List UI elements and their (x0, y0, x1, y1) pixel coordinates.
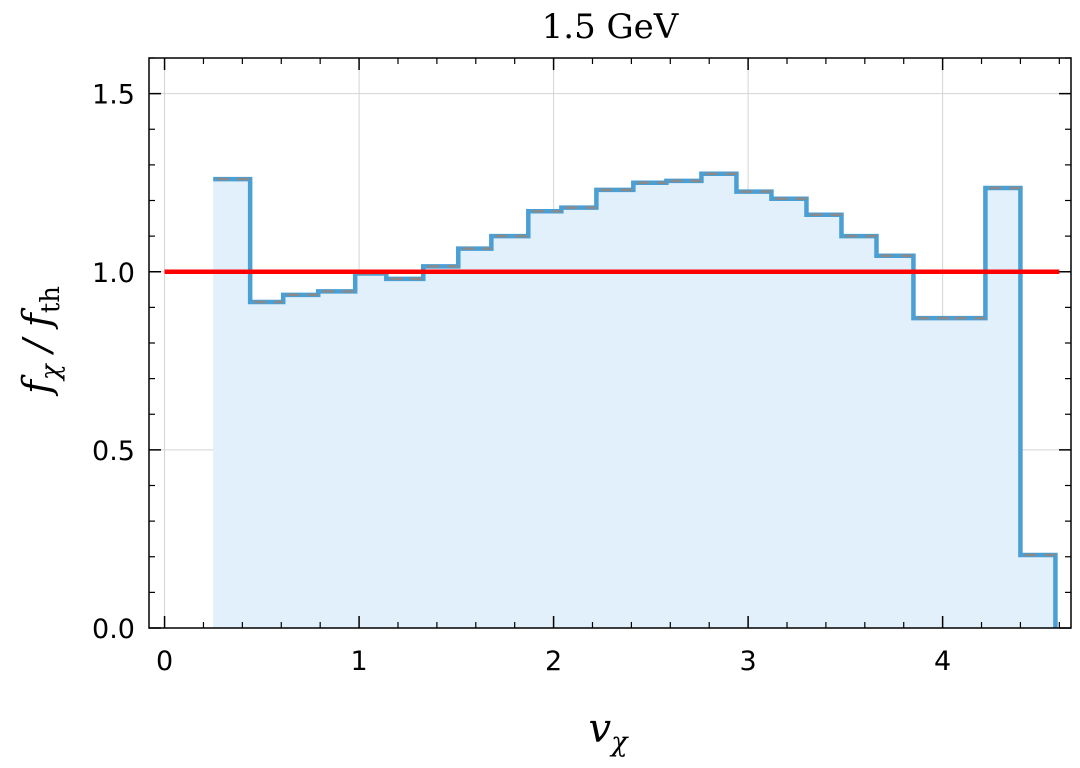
y-axis-label: fχ / fth (15, 286, 66, 397)
x-tick-label: 1 (350, 646, 367, 677)
y-tick-label: 1.0 (92, 258, 135, 289)
y-tick-label: 1.5 (92, 80, 135, 111)
x-tick-label: 0 (156, 646, 173, 677)
histogram-fill (213, 173, 1056, 628)
tick-labels: 0 1 2 3 4 0.0 0.5 1.0 1.5 (92, 80, 951, 677)
y-tick-label: 0.0 (92, 614, 135, 645)
histogram-step-line (213, 171, 1058, 628)
x-axis-label: vχ (589, 706, 630, 758)
x-tick-label: 2 (545, 646, 562, 677)
histogram-step-layer (213, 171, 1058, 628)
histogram-fill-layer (213, 173, 1056, 628)
svg-text:fχ / fth: fχ / fth (15, 286, 66, 397)
y-tick-label: 0.5 (92, 436, 135, 467)
x-tick-label: 3 (740, 646, 757, 677)
ticks (149, 57, 1071, 629)
x-tick-label: 4 (934, 646, 951, 677)
chart-title: 1.5 GeV (542, 7, 680, 47)
